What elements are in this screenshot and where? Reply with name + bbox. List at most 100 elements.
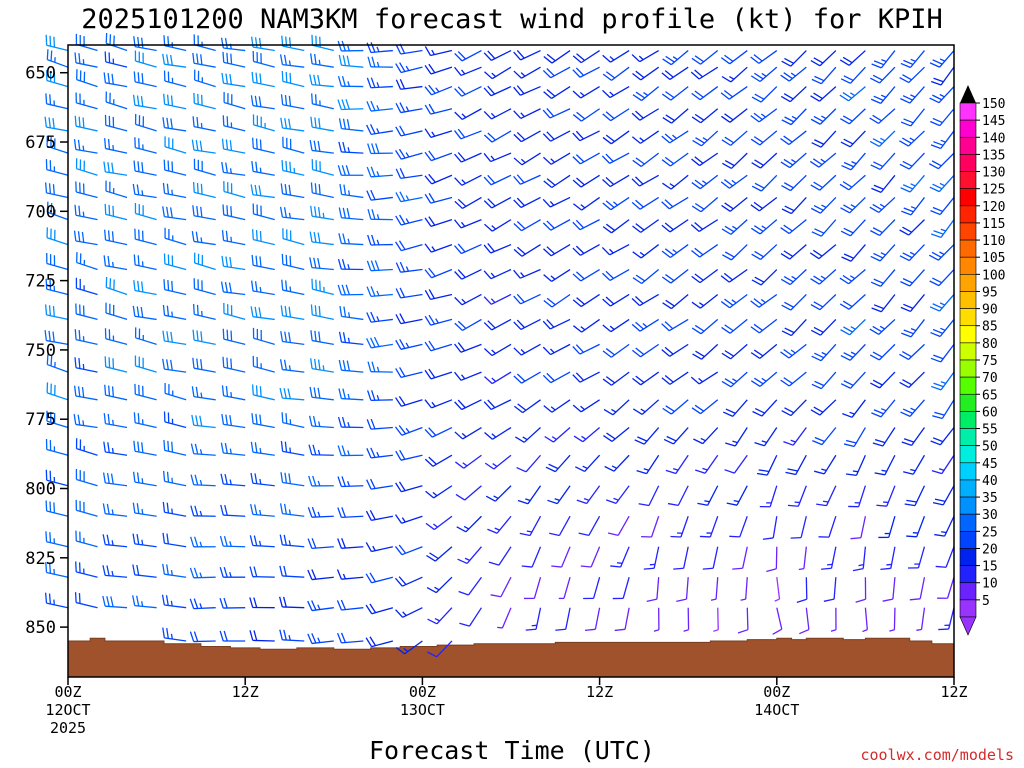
barb-flag-10kt: [106, 472, 110, 484]
barb-flag-5kt: [791, 115, 797, 120]
barb-shaft: [223, 366, 246, 373]
barb-shaft: [282, 45, 305, 52]
barb-flag-10kt: [691, 57, 701, 65]
barb-flag-5kt: [583, 497, 590, 501]
wind-barb: [454, 174, 482, 186]
colorbar-swatch: [959, 582, 977, 601]
barb-flag-10kt: [721, 75, 732, 83]
barb-shaft: [282, 127, 305, 132]
barb-shaft: [490, 174, 512, 186]
barb-shaft: [939, 427, 955, 446]
barb-flag-10kt: [399, 449, 406, 460]
barb-shaft: [194, 262, 216, 271]
wind-barb: [673, 546, 689, 570]
wind-barb: [513, 219, 541, 232]
wind-barb: [751, 269, 778, 286]
barb-shaft: [551, 174, 571, 189]
wind-barb: [810, 50, 837, 67]
barb-shaft: [760, 152, 778, 169]
barb-flag-10kt: [457, 269, 466, 278]
wind-barb: [163, 35, 187, 52]
barb-shaft: [282, 606, 305, 609]
barb-flag-5kt: [580, 326, 586, 331]
barb-flag-10kt: [166, 359, 169, 370]
barb-shaft: [134, 104, 157, 110]
wind-barb: [930, 319, 955, 338]
wind-barb: [367, 234, 393, 246]
wind-barb: [513, 196, 541, 209]
barb-shaft: [940, 371, 955, 391]
wind-barb: [220, 442, 246, 456]
wind-barb: [164, 382, 187, 401]
wind-barb: [602, 293, 630, 307]
barb-flag-10kt: [605, 270, 614, 279]
barb-flag-5kt: [941, 531, 947, 534]
wind-barb: [311, 93, 334, 110]
barb-flag-10kt: [632, 408, 643, 415]
colorbar-label: 15: [982, 560, 998, 575]
barb-flag-10kt: [487, 198, 496, 207]
barb-flag-10kt: [107, 138, 111, 150]
barb-flag-10kt: [457, 342, 466, 352]
wind-barb: [840, 318, 866, 336]
wind-barb: [602, 343, 630, 358]
barb-flag-10kt: [103, 413, 107, 424]
barb-shaft: [550, 152, 571, 165]
barb-shaft: [491, 130, 512, 143]
barb-flag-10kt: [840, 141, 851, 148]
barb-shaft: [500, 576, 512, 598]
barb-flag-10kt: [843, 326, 853, 333]
barb-flag-10kt: [580, 565, 592, 568]
barb-flag-10kt: [366, 479, 372, 490]
barb-flag-10kt: [750, 352, 761, 359]
barb-flag-10kt: [454, 461, 465, 469]
barb-shaft: [729, 174, 748, 189]
wind-barb: [337, 416, 364, 429]
wind-barb: [163, 159, 187, 176]
barb-flag-5kt: [347, 81, 350, 87]
barb-flag-10kt: [454, 245, 462, 254]
barb-shaft: [550, 343, 571, 356]
barb-flag-5kt: [288, 540, 291, 546]
barb-shaft: [520, 174, 541, 185]
barb-shaft: [75, 601, 98, 609]
barb-flag-10kt: [694, 113, 705, 121]
wind-barb: [780, 86, 807, 103]
barb-flag-10kt: [872, 442, 884, 447]
wind-barb: [483, 85, 512, 97]
wind-barb: [337, 40, 364, 52]
barb-flag-10kt: [602, 272, 611, 281]
barb-flag-10kt: [166, 502, 170, 514]
wind-barb: [661, 130, 689, 144]
colorbar-swatch: [959, 102, 977, 121]
barb-shaft: [46, 314, 69, 321]
barb-flag-10kt: [226, 52, 229, 64]
wind-barb: [602, 196, 630, 211]
barb-flag-10kt: [517, 246, 526, 255]
wind-barb: [103, 441, 128, 456]
barb-shaft: [580, 50, 600, 64]
barb-shaft: [164, 314, 187, 321]
barb-shaft: [461, 293, 482, 306]
wind-barb: [395, 313, 423, 325]
barb-shaft: [699, 244, 719, 258]
barb-flag-5kt: [616, 562, 623, 564]
barb-flag-10kt: [107, 442, 110, 453]
barb-flag-10kt: [483, 200, 493, 209]
barb-flag-10kt: [724, 298, 734, 306]
wind-barb: [280, 94, 305, 110]
barb-shaft: [223, 101, 246, 110]
barb-shaft: [521, 244, 541, 257]
barb-flag-5kt: [849, 275, 856, 280]
barb-flag-10kt: [193, 631, 199, 642]
barb-shaft: [669, 343, 689, 357]
wind-barb: [904, 485, 926, 507]
wind-barb: [551, 546, 571, 568]
barb-flag-10kt: [309, 257, 313, 268]
wind-barb: [279, 387, 305, 401]
wind-barb: [780, 219, 807, 235]
barb-flag-5kt: [461, 69, 466, 75]
barb-shaft: [886, 485, 896, 507]
barb-flag-10kt: [195, 415, 199, 426]
barb-flag-10kt: [690, 376, 700, 385]
